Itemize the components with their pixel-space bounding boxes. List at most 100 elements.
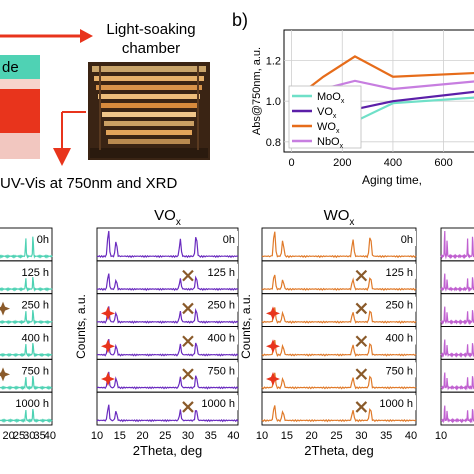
xrd-xtick-label: 40 <box>227 430 239 442</box>
xrd-row-label-bg <box>201 263 238 279</box>
measure-label: UV-Vis at 750nm and XRD <box>0 175 178 192</box>
xrd-trace <box>261 372 417 390</box>
xrd-trace <box>261 274 417 292</box>
xrd-row-label: 400 h <box>385 333 413 345</box>
panel-b-xlabel: Aging time, <box>362 173 422 187</box>
stack-layer-gap <box>0 79 40 89</box>
xrd-trace <box>0 375 53 391</box>
xrd-star-marker <box>101 339 115 354</box>
stack-label: de <box>2 59 19 76</box>
arrow-head-down <box>53 148 71 166</box>
xrd-row-label: 1000 h <box>379 398 413 410</box>
stack-layer-low <box>0 133 40 159</box>
xrd-row-label: 250 h <box>385 300 413 312</box>
xrd-trace <box>96 371 239 390</box>
xrd-cross-marker <box>355 302 368 315</box>
xrd-star-marker <box>266 306 280 321</box>
xrd-row-label-bg <box>379 329 416 345</box>
xrd-cross-marker <box>182 335 194 348</box>
panel-b-legend-label: NbOx <box>317 136 344 150</box>
xrd-cross-marker <box>355 401 368 413</box>
xrd-trace <box>261 231 417 259</box>
xrd-xtick-label: 10 <box>256 430 268 442</box>
xrd-cross-marker <box>0 367 10 382</box>
panel-b-label: b) <box>232 10 249 30</box>
xrd-row-label: 400 h <box>21 333 49 345</box>
xrd-xtick-label: 15 <box>114 430 126 442</box>
panel-b-frame <box>283 29 474 153</box>
xrd-row-label: 1000 h <box>15 398 49 410</box>
xrd-panel-title: VOx <box>154 207 181 228</box>
panel-b-ytick-label: 0.8 <box>266 137 281 149</box>
xrd-xtick-label: 35 <box>380 430 392 442</box>
xrd-cross-marker <box>182 302 194 315</box>
xrd-star-marker <box>266 339 280 354</box>
xrd-trace <box>440 273 474 293</box>
xrd-trace <box>261 405 417 423</box>
xrd-xtick-label: 30 <box>23 430 35 442</box>
xrd-cross-marker <box>0 301 10 316</box>
xrd-cross-marker <box>355 368 368 380</box>
xrd-row-label: 0h <box>401 234 413 246</box>
panel-b-xtick-label: 400 <box>384 157 402 169</box>
xrd-panel: 10 <box>435 227 474 442</box>
panel-b-xtick-label: 0 <box>289 157 295 169</box>
xrd-row-label-bg <box>201 296 238 312</box>
xrd-star-marker <box>101 306 115 321</box>
xrd-xlabel: 2Theta, deg <box>304 443 373 458</box>
arrow-head-right <box>80 29 93 43</box>
xrd-xtick-label: 20 <box>136 430 148 442</box>
panel-b-legend-label: WOx <box>317 121 340 135</box>
xrd-trace <box>440 372 474 391</box>
panel-b-ylabel: Abs@750nm, a.u. <box>251 47 263 135</box>
xrd-row-label-bg <box>379 362 416 378</box>
xrd-xtick-label: 15 <box>281 430 293 442</box>
xrd-star-marker <box>266 372 280 387</box>
xrd-xtick-label: 40 <box>44 430 56 442</box>
xrd-row-label: 125 h <box>207 267 235 279</box>
xrd-cross-marker <box>182 269 194 282</box>
xrd-row-label-bg <box>194 395 238 411</box>
xrd-row-label-bg <box>379 296 416 312</box>
xrd-xtick-label: 30 <box>182 430 194 442</box>
xrd-cross-marker <box>355 335 368 348</box>
xrd-cross-marker <box>182 368 194 380</box>
xrd-panel: WOx 0h 125 h 250 h 400 h 750 h 1000 h 10 15 20 25 3… <box>239 207 417 458</box>
panel-b-xtick-label: 200 <box>333 157 351 169</box>
xrd-xtick-label: 10 <box>435 430 447 442</box>
xrd-trace <box>96 338 239 357</box>
xrd-xtick-label: 20 <box>3 430 15 442</box>
xrd-row-label-bg <box>379 263 416 279</box>
xrd-row-label: 400 h <box>207 333 235 345</box>
xrd-trace <box>97 306 239 324</box>
xrd-row-label-bg <box>372 395 416 411</box>
xrd-trace <box>0 277 53 292</box>
xrd-row-frame <box>440 391 474 426</box>
xrd-xtick-label: 25 <box>13 430 25 442</box>
xrd-row-label: 250 h <box>207 300 235 312</box>
xrd-trace <box>96 404 239 423</box>
xrd-xtick-label: 30 <box>355 430 367 442</box>
panel-b-xtick-label: 600 <box>434 157 452 169</box>
panel-b-legend-label: VOx <box>317 106 337 120</box>
xrd-row-label: 750 h <box>385 365 413 377</box>
xrd-xtick-label: 40 <box>405 430 417 442</box>
xrd-trace <box>440 306 474 326</box>
panel-b-ytick-label: 1.2 <box>266 56 281 68</box>
chamber-label: Light-soaking chamber <box>106 21 196 57</box>
xrd-trace <box>0 408 53 424</box>
xrd-trace <box>441 405 474 424</box>
xrd-row-label: 125 h <box>385 267 413 279</box>
stack-layer-mid <box>0 89 40 133</box>
xrd-row-label-bg <box>397 231 416 246</box>
xrd-cross-marker <box>355 269 368 282</box>
xrd-xtick-label: 25 <box>159 430 171 442</box>
xrd-trace <box>0 236 53 259</box>
xrd-trace <box>440 339 474 358</box>
xrd-trace <box>96 230 239 259</box>
xrd-row-frame <box>0 391 53 426</box>
xrd-row-label: 750 h <box>207 365 235 377</box>
